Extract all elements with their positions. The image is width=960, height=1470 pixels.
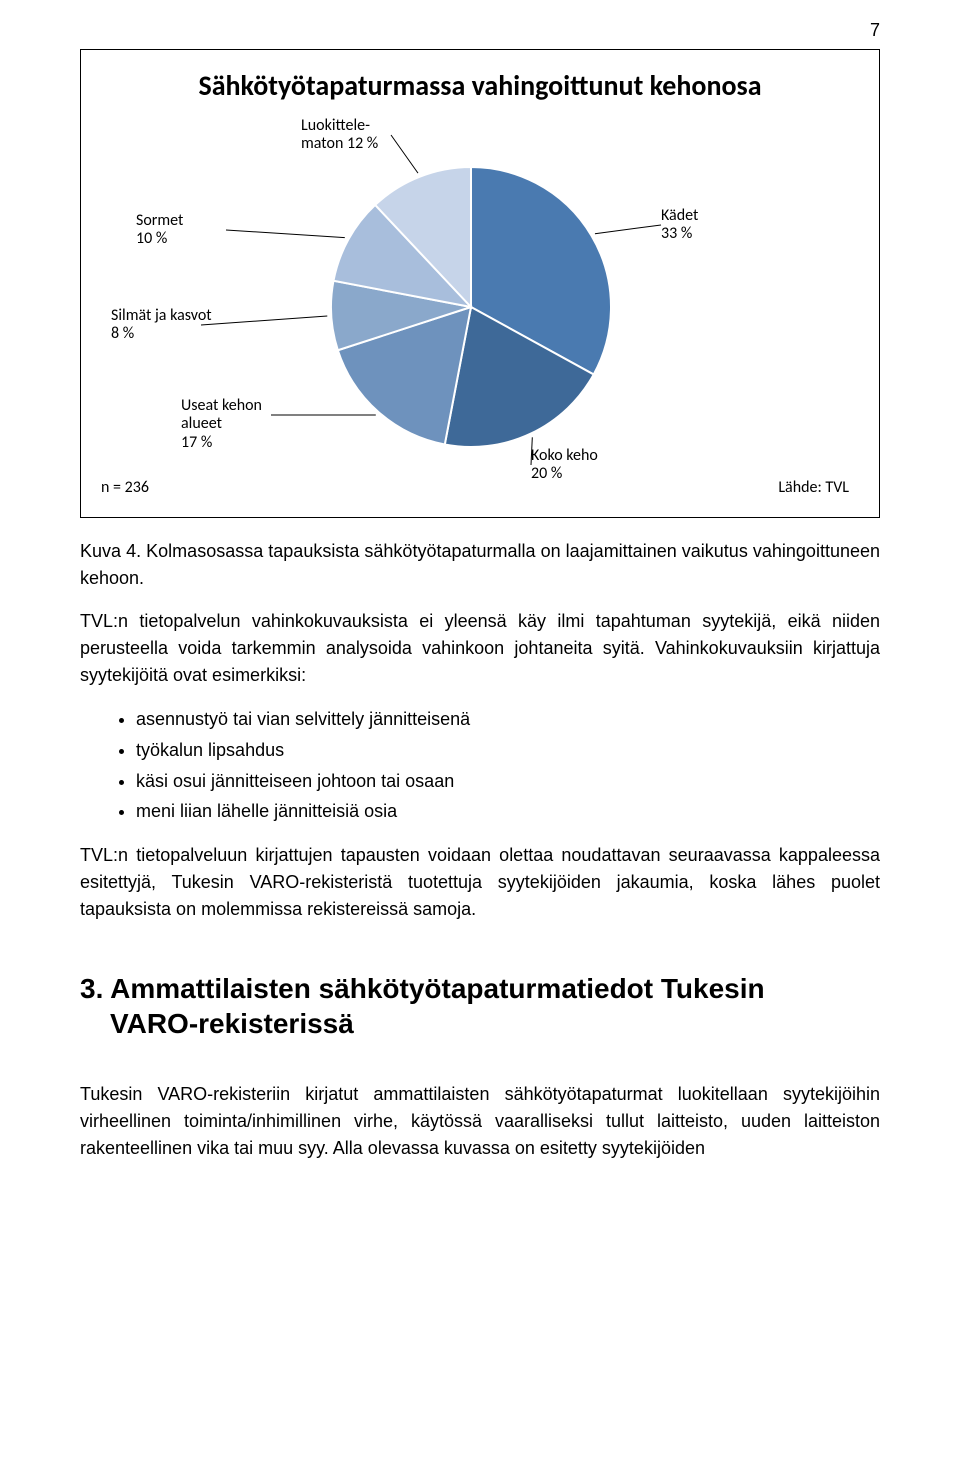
pie-chart-figure: Sähkötyötapaturmassa vahingoittunut keho…: [80, 49, 880, 518]
paragraph-3: Tukesin VARO-rekisteriin kirjatut ammatt…: [80, 1081, 880, 1162]
document-page: 7 Sähkötyötapaturmassa vahingoittunut ke…: [0, 0, 960, 1218]
list-item: asennustyö tai vian selvittely jännittei…: [136, 705, 880, 734]
pie-slice-label: Koko keho 20 %: [531, 447, 598, 484]
pie-slice-label: Luokittele- maton 12 %: [301, 117, 378, 154]
chart-body: Kädet 33 % Koko keho 20 % Useat kehon alue…: [101, 117, 859, 497]
chart-title: Sähkötyötapaturmassa vahingoittunut keho…: [101, 68, 859, 103]
figure-caption: Kuva 4. Kolmasosassa tapauksista sähköty…: [80, 538, 880, 592]
paragraph-1: TVL:n tietopalvelun vahinkokuvauksista e…: [80, 608, 880, 689]
pie-slice-label: Kädet 33 %: [661, 207, 698, 244]
list-item: työkalun lipsahdus: [136, 736, 880, 765]
list-item: käsi osui jännitteiseen johtoon tai osaa…: [136, 767, 880, 796]
list-item: meni liian lähelle jännitteisiä osia: [136, 797, 880, 826]
pie-slice-label: Sormet 10 %: [136, 212, 183, 249]
pie-chart-svg: [311, 147, 631, 467]
section-heading: 3. Ammattilaisten sähkötyötapaturmatiedo…: [80, 971, 880, 1041]
page-number: 7: [80, 20, 880, 41]
section-title-line2: VARO-rekisterissä: [80, 1006, 880, 1041]
pie-slice-label: Silmät ja kasvot 8 %: [111, 307, 212, 344]
pie-slice-label: Useat kehon alueet 17 %: [181, 397, 262, 452]
n-label: n = 236: [101, 479, 149, 497]
bullet-list: asennustyö tai vian selvittely jännittei…: [80, 705, 880, 826]
paragraph-2: TVL:n tietopalveluun kirjattujen tapaust…: [80, 842, 880, 923]
body-text: Kuva 4. Kolmasosassa tapauksista sähköty…: [80, 538, 880, 1162]
section-title-line1: Ammattilaisten sähkötyötapaturmatiedot T…: [110, 973, 765, 1004]
section-number: 3.: [80, 973, 103, 1004]
source-label: Lähde: TVL: [778, 479, 849, 497]
